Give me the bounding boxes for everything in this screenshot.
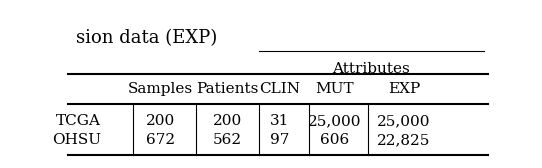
Text: 606: 606 [320, 133, 349, 148]
Text: CLIN: CLIN [260, 82, 300, 96]
Text: 200: 200 [146, 114, 175, 128]
Text: 25,000: 25,000 [377, 114, 430, 128]
Text: 200: 200 [213, 114, 242, 128]
Text: 672: 672 [146, 133, 175, 148]
Text: 25,000: 25,000 [308, 114, 361, 128]
Text: 562: 562 [213, 133, 242, 148]
Text: OHSU: OHSU [52, 133, 101, 148]
Text: TCGA: TCGA [56, 114, 101, 128]
Text: Samples: Samples [127, 82, 193, 96]
Text: 22,825: 22,825 [377, 133, 430, 148]
Text: 31: 31 [270, 114, 289, 128]
Text: EXP: EXP [388, 82, 420, 96]
Text: Patients: Patients [196, 82, 259, 96]
Text: sion data (EXP): sion data (EXP) [76, 29, 217, 47]
Text: MUT: MUT [315, 82, 354, 96]
Text: Attributes: Attributes [332, 61, 410, 76]
Text: 97: 97 [270, 133, 289, 148]
